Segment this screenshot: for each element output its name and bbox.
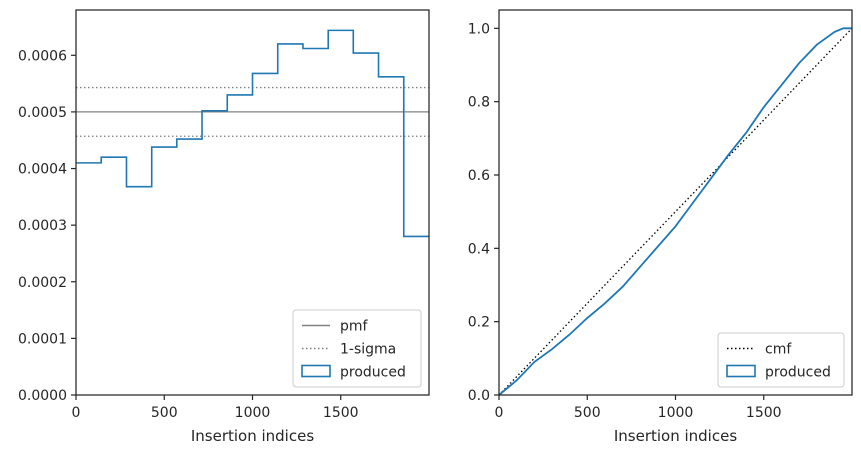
right-legend: cmf produced <box>717 332 845 388</box>
right-y-ticks: 0.0 0.2 0.4 0.6 0.8 1.0 <box>468 21 499 404</box>
left-y-tick-label: 0.0003 <box>18 218 67 234</box>
left-y-tick-label: 0.0001 <box>18 331 67 347</box>
left-y-tick-label: 0.0006 <box>18 48 67 64</box>
right-x-ticks: 0 500 1000 1500 <box>495 395 782 421</box>
right-legend-label: produced <box>765 365 831 381</box>
right-x-tick-label: 500 <box>574 405 601 421</box>
left-legend: pmf 1-sigma produced <box>292 309 422 388</box>
right-y-tick-label: 0.2 <box>468 315 490 331</box>
right-series-group <box>498 27 853 396</box>
right-y-tick-label: 0.6 <box>468 168 490 184</box>
left-legend-label: produced <box>340 365 406 381</box>
left-legend-label: pmf <box>340 319 369 335</box>
left-x-tick-label: 0 <box>72 405 81 421</box>
left-series-group <box>76 29 429 238</box>
left-y-tick-label: 0.0002 <box>18 275 67 291</box>
left-x-ticks: 0 500 1000 1500 <box>72 395 359 421</box>
right-y-tick-label: 0.4 <box>468 241 490 257</box>
left-x-axis-label: Insertion indices <box>191 427 314 445</box>
right-y-tick-label: 1.0 <box>468 21 490 37</box>
right-x-tick-label: 1000 <box>658 405 694 421</box>
left-y-tick-label: 0.0000 <box>18 388 67 404</box>
produced-cumulative-line <box>498 27 852 396</box>
right-legend-swatch <box>726 364 756 378</box>
left-chart-panel: 0 500 1000 1500 0.00000.00010.00020.00030.0… <box>18 9 430 445</box>
right-chart-panel: 0 500 1000 1500 0.0 0.2 0.4 0.6 0.8 1.0 Insertio… <box>468 9 853 445</box>
left-legend-box <box>292 309 422 388</box>
right-y-tick-label: 0.0 <box>468 388 490 404</box>
right-x-tick-label: 1500 <box>746 405 782 421</box>
left-y-tick-label: 0.0004 <box>18 162 67 178</box>
left-x-tick-label: 500 <box>151 405 178 421</box>
produced-histogram-step <box>76 29 429 238</box>
left-y-tick-label: 0.0005 <box>18 105 67 121</box>
right-y-tick-label: 0.8 <box>468 95 490 111</box>
right-legend-box <box>717 332 845 388</box>
left-legend-label: 1-sigma <box>340 342 396 358</box>
left-x-tick-label: 1000 <box>235 405 271 421</box>
right-x-tick-label: 0 <box>495 405 504 421</box>
left-y-ticks: 0.0000 0.0001 0.0002 0.0003 0.0004 0.0005 0.00… <box>18 48 76 404</box>
cmf-line <box>498 27 853 396</box>
right-legend-label: cmf <box>765 342 792 358</box>
right-x-axis-label: Insertion indices <box>614 427 737 445</box>
left-legend-swatch <box>301 364 331 378</box>
left-x-tick-label: 1500 <box>323 405 359 421</box>
right-plot-area <box>499 10 852 395</box>
